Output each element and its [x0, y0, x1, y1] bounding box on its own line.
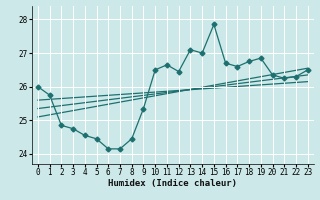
X-axis label: Humidex (Indice chaleur): Humidex (Indice chaleur) — [108, 179, 237, 188]
